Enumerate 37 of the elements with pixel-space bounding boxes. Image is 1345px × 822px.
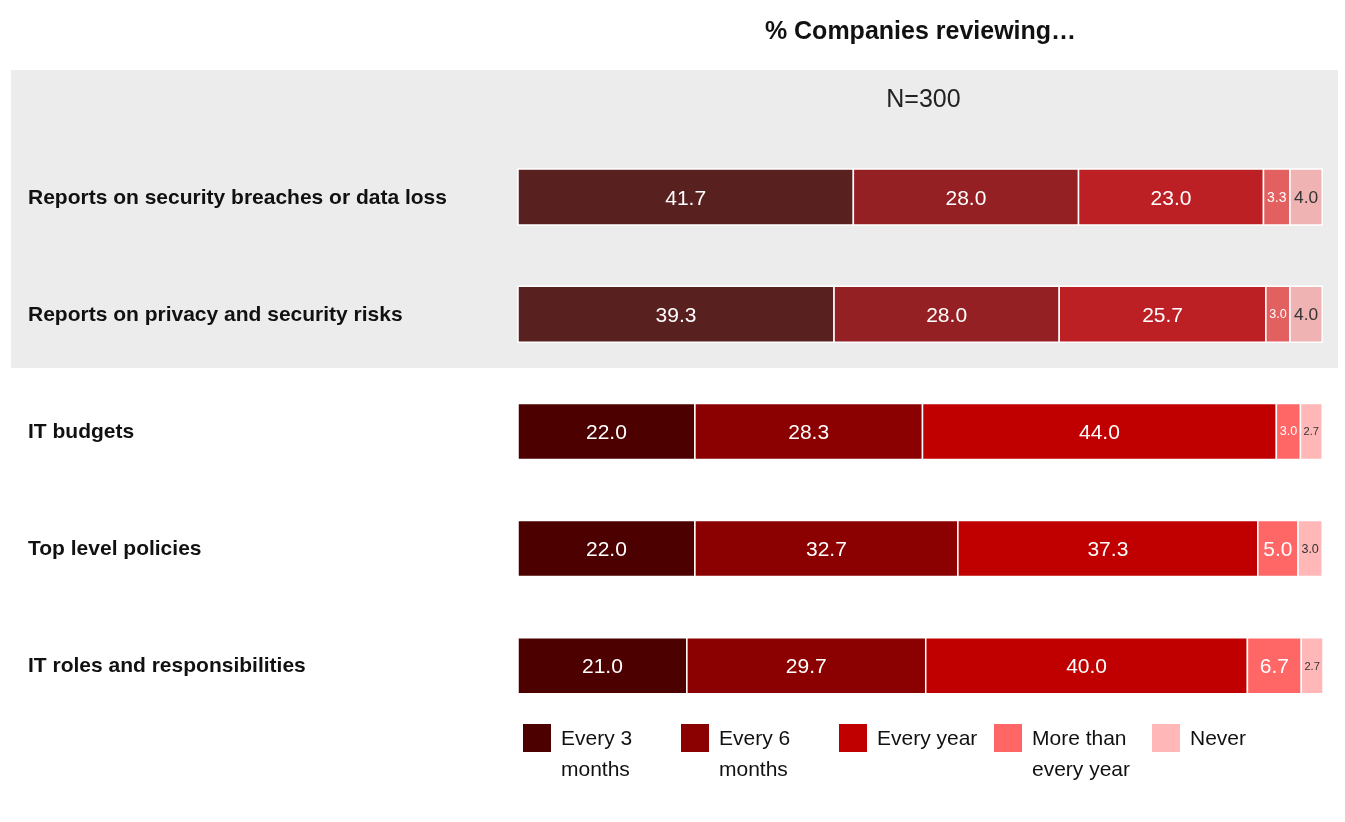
data-label: 22.0	[586, 537, 627, 561]
data-label: 28.0	[926, 302, 968, 326]
data-label: 40.0	[1066, 654, 1107, 678]
data-label: 28.3	[788, 419, 830, 443]
data-label: 5.0	[1263, 537, 1293, 561]
y-tick-label: Reports on security breaches or data loss	[28, 184, 447, 208]
legend-label: Every year	[877, 725, 979, 751]
data-label: 3.0	[1269, 307, 1287, 322]
data-label: 4.0	[1294, 187, 1319, 207]
data-label: 3.0	[1301, 541, 1319, 556]
legend-label: Every 6 months	[719, 725, 792, 782]
data-label: 21.0	[582, 654, 623, 678]
y-tick-label: Reports on privacy and security risks	[28, 301, 403, 325]
data-label: 28.0	[945, 185, 987, 209]
data-label: 37.3	[1087, 537, 1129, 561]
data-label: 6.7	[1259, 654, 1289, 678]
data-label: 2.7	[1304, 659, 1320, 672]
legend-label: Every 3 months	[561, 725, 634, 782]
legend-label: More than every year	[1032, 725, 1132, 782]
band-label: N=300	[885, 84, 962, 113]
data-label: 3.3	[1267, 189, 1287, 205]
data-label: 44.0	[1079, 419, 1120, 443]
data-label: 25.7	[1142, 302, 1183, 326]
y-tick-label: Top level policies	[28, 536, 202, 560]
data-label: 22.0	[586, 419, 627, 443]
data-label: 41.7	[665, 185, 707, 209]
data-label: 2.7	[1303, 425, 1320, 438]
y-tick-label: IT budgets	[28, 419, 135, 442]
legend-label: Never	[1190, 725, 1248, 751]
chart-title: % Companies reviewing…	[763, 16, 1078, 45]
data-label: 29.7	[785, 654, 827, 678]
data-label: 39.3	[655, 302, 697, 326]
data-label: 3.0	[1279, 424, 1298, 439]
y-tick-label: IT roles and responsibilities	[28, 653, 306, 677]
data-label: 23.0	[1150, 185, 1192, 209]
data-label: 32.7	[805, 537, 847, 561]
data-label: 4.0	[1294, 304, 1319, 325]
